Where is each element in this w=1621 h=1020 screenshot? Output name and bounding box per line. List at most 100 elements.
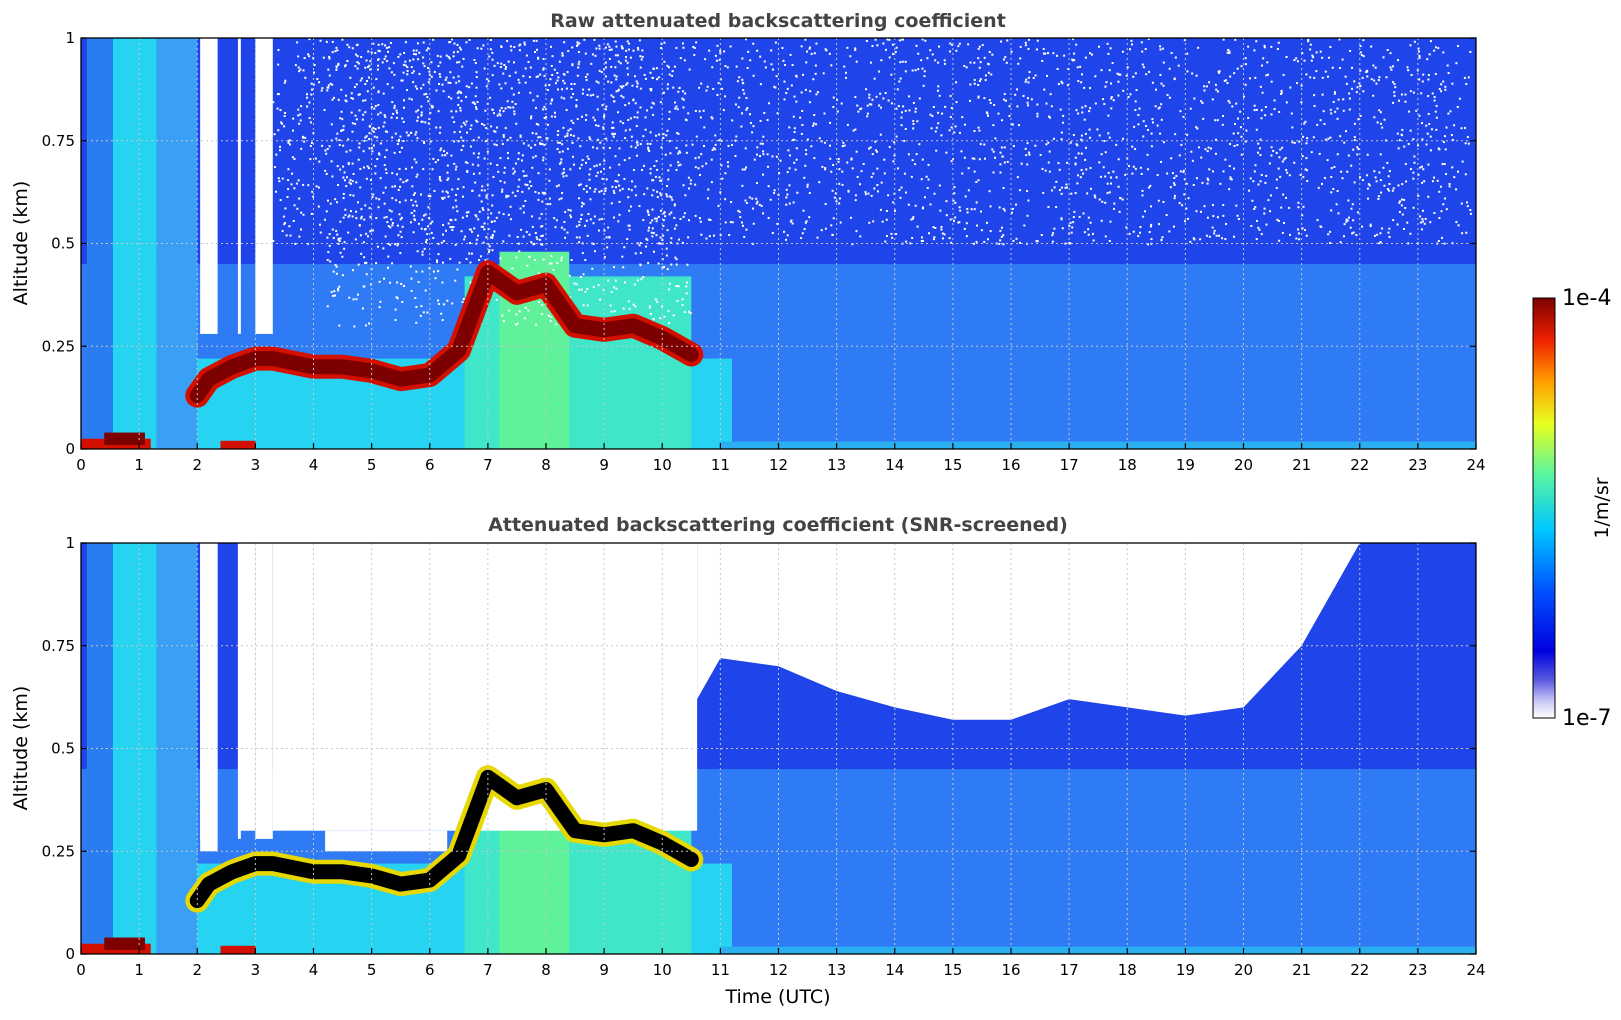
noise-speckle [474, 214, 477, 217]
noise-speckle [470, 82, 473, 85]
noise-speckle [279, 199, 282, 202]
noise-speckle [851, 243, 854, 246]
noise-speckle [575, 105, 578, 108]
noise-speckle [360, 252, 363, 255]
noise-speckle [569, 209, 572, 212]
noise-speckle [762, 150, 765, 153]
noise-speckle [1179, 110, 1182, 113]
noise-speckle [668, 282, 671, 285]
noise-speckle [427, 47, 430, 50]
noise-speckle [1297, 232, 1300, 235]
noise-speckle [714, 148, 717, 151]
noise-speckle [1257, 226, 1260, 229]
noise-speckle [979, 78, 982, 81]
noise-speckle [1466, 205, 1469, 208]
noise-speckle [466, 161, 469, 164]
noise-speckle [887, 99, 890, 102]
noise-speckle [1142, 66, 1145, 69]
noise-speckle [949, 42, 952, 45]
noise-speckle [558, 60, 561, 63]
noise-speckle [992, 124, 995, 127]
noise-speckle [432, 38, 435, 41]
noise-speckle [697, 167, 700, 170]
noise-speckle [999, 171, 1002, 174]
noise-speckle [876, 190, 879, 193]
noise-speckle [634, 252, 637, 255]
noise-speckle [1233, 122, 1236, 125]
noise-speckle [1192, 183, 1195, 186]
noise-speckle [515, 122, 518, 125]
noise-speckle [659, 179, 662, 182]
noise-speckle [1186, 133, 1189, 136]
noise-speckle [786, 87, 789, 90]
noise-speckle [912, 127, 915, 130]
noise-speckle [1229, 177, 1232, 180]
noise-speckle [679, 57, 682, 60]
noise-speckle [283, 223, 286, 226]
noise-speckle [1116, 72, 1119, 75]
noise-speckle [326, 305, 329, 308]
noise-speckle [576, 74, 579, 77]
noise-speckle [607, 279, 610, 282]
noise-speckle [1305, 234, 1308, 237]
noise-speckle [1036, 112, 1039, 115]
noise-speckle [652, 179, 655, 182]
noise-speckle [1125, 74, 1128, 77]
noise-speckle [511, 100, 514, 103]
noise-speckle [592, 93, 595, 96]
noise-speckle [332, 237, 335, 240]
noise-speckle [1195, 126, 1198, 129]
noise-speckle [998, 242, 1001, 245]
noise-speckle [480, 200, 483, 203]
noise-speckle [393, 73, 396, 76]
noise-speckle [1063, 54, 1066, 57]
noise-speckle [926, 57, 929, 60]
noise-speckle [669, 152, 672, 155]
noise-speckle [1045, 143, 1048, 146]
noise-speckle [456, 187, 459, 190]
noise-speckle [549, 262, 552, 265]
noise-speckle [662, 212, 665, 215]
noise-speckle [532, 156, 535, 159]
noise-speckle [371, 129, 374, 132]
noise-speckle [385, 149, 388, 152]
noise-speckle [1170, 157, 1173, 160]
noise-speckle [1427, 74, 1430, 77]
noise-speckle [512, 106, 515, 109]
noise-speckle [896, 167, 899, 170]
noise-speckle [284, 112, 287, 115]
noise-speckle [1465, 83, 1468, 86]
noise-speckle [572, 93, 575, 96]
noise-speckle [352, 194, 355, 197]
noise-speckle [345, 150, 348, 153]
noise-speckle [666, 87, 669, 90]
noise-speckle [555, 185, 558, 188]
noise-speckle [1409, 44, 1412, 47]
noise-speckle [1228, 188, 1231, 191]
noise-speckle [1373, 79, 1376, 82]
noise-speckle [1178, 154, 1181, 157]
noise-speckle [1211, 98, 1214, 101]
noise-speckle [446, 299, 449, 302]
noise-speckle [335, 272, 338, 275]
noise-speckle [1211, 204, 1214, 207]
noise-speckle [1193, 238, 1196, 241]
noise-speckle [557, 130, 560, 133]
noise-speckle [383, 202, 386, 205]
noise-speckle [762, 173, 765, 176]
noise-speckle [1110, 182, 1113, 185]
noise-speckle [1227, 48, 1230, 51]
noise-speckle [1324, 70, 1327, 73]
noise-speckle [771, 232, 774, 235]
noise-speckle [1117, 80, 1120, 83]
noise-speckle [522, 235, 525, 238]
noise-speckle [1068, 224, 1071, 227]
noise-speckle [1447, 72, 1450, 75]
noise-speckle [1456, 105, 1459, 108]
noise-speckle [1421, 218, 1424, 221]
noise-speckle [409, 221, 412, 224]
noise-speckle [655, 67, 658, 70]
noise-speckle [1433, 49, 1436, 52]
noise-speckle [745, 97, 748, 100]
y-tick-label: 0.25 [42, 337, 75, 355]
